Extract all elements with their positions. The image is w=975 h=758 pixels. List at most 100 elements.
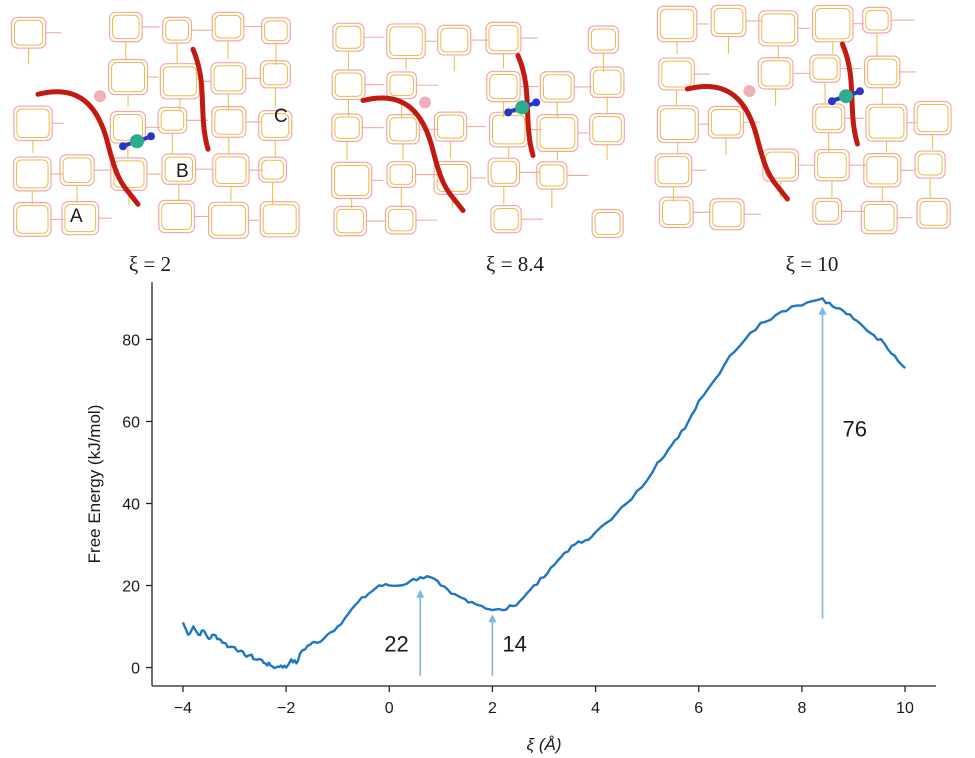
framework-cage-bond	[389, 164, 414, 185]
framework-cage-bond	[261, 113, 290, 138]
barrier-value-label: 76	[843, 416, 867, 441]
framework-cage-bond	[815, 200, 840, 222]
framework-cage	[811, 4, 854, 43]
framework-cage-bond	[111, 62, 146, 93]
framework-cage	[658, 57, 695, 91]
y-axis-label: Free Energy (kJ/mol)	[85, 405, 104, 564]
snapshot-panel-2: ξ = 8.4	[331, 21, 625, 276]
framework-cage-bond	[539, 117, 576, 149]
framework-cage-bond	[713, 7, 744, 35]
framework-cage	[536, 114, 579, 152]
framework-cage-bond	[16, 205, 49, 234]
framework-cage	[863, 153, 902, 188]
barrier-arrows: 22 14 76	[384, 306, 867, 676]
framework-cage-bond	[817, 152, 847, 179]
zeolite-framework-3	[654, 4, 952, 235]
framework-cage-bond	[262, 63, 288, 86]
framework-cage-bond	[16, 108, 50, 139]
framework-cage	[10, 16, 47, 49]
framework-cage-bond	[492, 114, 526, 145]
y-tick-label: 80	[122, 332, 140, 349]
framework-cage	[707, 105, 744, 139]
zeolite-framework-1	[10, 11, 300, 239]
framework-cage	[211, 106, 247, 138]
framework-cage-bond	[761, 13, 796, 44]
x-tick-label: 0	[385, 700, 394, 717]
y-ticks: 0 20 40 60 80	[122, 332, 152, 678]
framework-cage	[864, 55, 901, 89]
framework-cage-bond	[812, 57, 838, 80]
framework-cage-bond	[493, 208, 519, 231]
framework-cage-bond	[657, 156, 690, 185]
framework-cage	[331, 161, 373, 200]
molecule-atom	[838, 89, 853, 104]
framework-cage-bond	[661, 60, 692, 88]
framework-cage	[386, 23, 426, 60]
framework-cage-bond	[214, 14, 242, 39]
framework-cage-bond	[112, 14, 140, 40]
framework-cage	[59, 154, 95, 187]
molecule-atom	[119, 142, 127, 151]
pore-label-b: B	[176, 161, 189, 182]
framework-cage	[656, 5, 698, 43]
framework-cage-bond	[389, 26, 423, 57]
framework-cage	[709, 198, 745, 231]
y-tick-label: 20	[122, 579, 140, 596]
framework-cage-bond	[919, 200, 948, 226]
framework-cage-bond	[389, 117, 417, 142]
framework-cage-bond	[868, 106, 905, 139]
snapshot-panel-3: ξ = 10	[654, 4, 952, 276]
framework-cage-bond	[387, 208, 414, 232]
molecule-atom	[827, 97, 836, 106]
framework-cage	[812, 197, 843, 225]
framework-cage-bond	[594, 212, 621, 235]
diffusion-path	[190, 46, 211, 152]
x-ticks: −4 −2 0 2 4 6 8 10	[174, 686, 914, 717]
framework-cage	[158, 199, 196, 234]
framework-cage	[913, 100, 952, 136]
zeolite-framework-2	[331, 21, 625, 239]
framework-cage-bond	[261, 159, 284, 180]
x-tick-label: 10	[896, 700, 914, 717]
framework-cage-bond	[334, 116, 360, 139]
framework-cage-bond	[15, 159, 49, 189]
panel-caption-3: ξ = 10	[786, 252, 839, 276]
framework-cage	[865, 103, 908, 142]
molecule-atom	[515, 100, 530, 115]
framework-cage-bond	[389, 74, 414, 97]
framework-cage-bond	[590, 28, 616, 51]
framework-cage	[485, 21, 522, 55]
framework-cage-bond	[62, 157, 92, 183]
diffusion-path	[684, 83, 790, 202]
framework-cage	[259, 201, 300, 238]
framework-cage-bond	[866, 156, 899, 185]
framework-cage	[208, 201, 250, 239]
framework-cage-bond	[489, 74, 518, 100]
framework-cage-bond	[335, 25, 362, 49]
framework-cage	[261, 17, 291, 45]
framework-cage-bond	[436, 114, 465, 139]
diffusion-path	[360, 95, 466, 213]
framework-cage-bond	[863, 203, 895, 232]
framework-cage-bond	[542, 74, 572, 100]
framework-cage-bond	[13, 19, 44, 46]
framework-cage-bond	[162, 66, 197, 97]
y-tick-label: 60	[122, 414, 140, 431]
framework-cage	[210, 62, 247, 95]
framework-cage	[656, 105, 699, 144]
framework-cage	[13, 202, 52, 237]
framework-cage-bond	[659, 8, 695, 40]
framework-cage-bond	[592, 69, 622, 95]
framework-cage-bond	[161, 202, 192, 231]
framework-cage-bond	[490, 160, 517, 184]
framework-cage	[258, 156, 288, 183]
framework-cage	[589, 113, 625, 146]
x-tick-label: 8	[797, 700, 806, 717]
barrier-arrow-head	[416, 589, 425, 598]
framework-cage-bond	[815, 8, 851, 40]
framework-cage-bond	[113, 160, 145, 188]
framework-cage	[814, 148, 850, 182]
framework-cage-bond	[336, 208, 364, 234]
framework-cage-bond	[214, 109, 244, 135]
